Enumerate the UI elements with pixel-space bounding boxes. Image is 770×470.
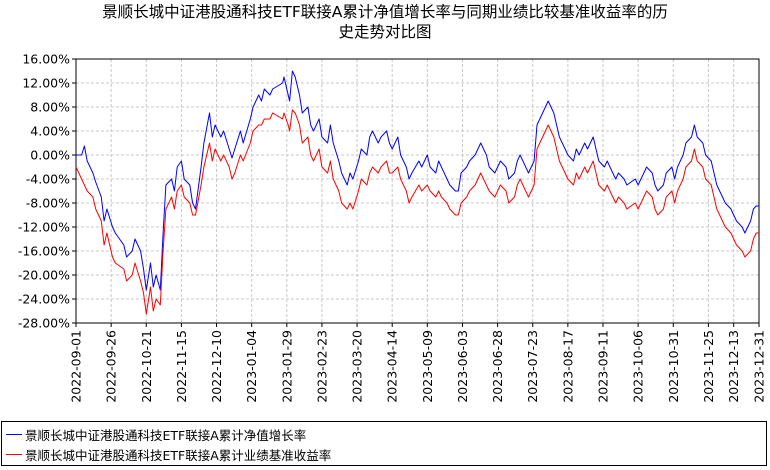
y-tick-label: -24.00% — [18, 292, 70, 307]
x-tick-label: 2022-12-10 — [209, 330, 224, 403]
y-tick-label: 16.00% — [22, 52, 70, 67]
series-line-benchmark-return — [75, 109, 759, 315]
x-tick-label: 2023-08-17 — [560, 330, 575, 403]
x-tick-label: 2022-10-21 — [139, 330, 154, 403]
x-tick-label: 2023-07-23 — [525, 330, 540, 403]
x-tick-label: 2023-06-03 — [455, 330, 470, 403]
x-tick-label: 2023-01-29 — [279, 330, 294, 403]
x-tick-label: 2023-06-28 — [490, 330, 505, 403]
chart-title-line-1: 景顺长城中证港股通科技ETF联接A累计净值增长率与同期业绩比较基准收益率的历 — [102, 3, 668, 21]
x-tick-label: 2023-12-13 — [726, 330, 741, 403]
legend-item-nav-growth: 景顺长城中证港股通科技ETF联接A累计净值增长率 — [6, 424, 306, 444]
x-tick-label: 2023-03-20 — [350, 330, 365, 403]
chart-legend: 景顺长城中证港股通科技ETF联接A累计净值增长率 景顺长城中证港股通科技ETF联… — [1, 421, 767, 466]
x-tick-label: 2023-12-31 — [752, 330, 767, 403]
x-tick-label: 2023-01-04 — [244, 330, 259, 403]
legend-label-nav-growth: 景顺长城中证港股通科技ETF联接A累计净值增长率 — [25, 427, 307, 443]
legend-swatch-red — [6, 453, 22, 455]
y-tick-label: 8.00% — [30, 100, 70, 115]
x-tick-label: 2022-09-01 — [69, 330, 84, 403]
legend-label-benchmark-return: 景顺长城中证港股通科技ETF联接A累计业绩基准收益率 — [25, 447, 332, 463]
y-tick-label: -20.00% — [18, 268, 70, 283]
line-chart: 16.00% 12.00% 8.00% 4.00% 0.00% -4.00% -8.00% -… — [18, 52, 767, 403]
x-tick-label: 2023-02-23 — [314, 330, 329, 403]
y-tick-label: 12.00% — [22, 76, 70, 91]
y-tick-label: -16.00% — [18, 244, 70, 259]
x-tick-label: 2023-10-31 — [666, 330, 681, 403]
x-tick-label: 2022-09-26 — [104, 330, 119, 403]
y-tick-label: 0.00% — [30, 148, 70, 163]
legend-swatch-blue — [6, 433, 22, 435]
x-tick-label: 2023-05-09 — [420, 330, 435, 403]
x-tick-label: 2023-10-06 — [631, 330, 646, 403]
y-tick-label: -28.00% — [18, 316, 70, 331]
y-tick-label: -4.00% — [26, 172, 70, 187]
plot-area-frame — [75, 58, 760, 324]
series-line-nav-growth — [76, 70, 759, 291]
x-tick-label: 2023-04-14 — [385, 330, 400, 403]
x-tick-label: 2023-11-25 — [701, 330, 716, 403]
y-tick-label: 4.00% — [30, 124, 70, 139]
x-tick-label: 2022-11-15 — [174, 330, 189, 403]
chart-title-line-2: 史走势对比图 — [338, 23, 432, 41]
chart-title: 景顺长城中证港股通科技ETF联接A累计净值增长率与同期业绩比较基准收益率的历 史… — [0, 2, 770, 42]
y-tick-label: -8.00% — [26, 196, 70, 211]
y-tick-label: -12.00% — [18, 220, 70, 235]
x-tick-label: 2023-09-11 — [596, 330, 611, 403]
legend-item-benchmark-return: 景顺长城中证港股通科技ETF联接A累计业绩基准收益率 — [6, 444, 331, 464]
